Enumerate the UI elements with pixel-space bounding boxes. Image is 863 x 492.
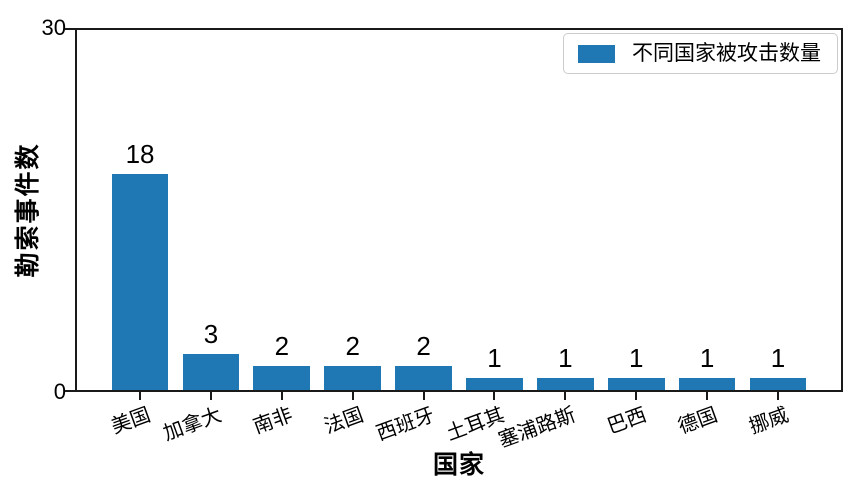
bar-value-label: 1 <box>770 343 786 373</box>
bar-value-label: 18 <box>125 139 155 169</box>
x-tick-mark <box>706 392 709 400</box>
x-axis-title: 国家 <box>432 451 486 479</box>
bar-土耳其 <box>466 378 523 390</box>
x-tick-mark <box>776 392 779 400</box>
bar-value-label: 1 <box>487 343 502 373</box>
x-tick-label: 巴西 <box>604 404 650 439</box>
legend: 不同国家被攻击数量 <box>563 33 838 74</box>
bar-value-label: 3 <box>203 319 219 349</box>
legend-color-swatch <box>578 44 615 63</box>
x-tick-label: 加拿大 <box>160 404 225 446</box>
x-tick-mark <box>209 392 212 400</box>
y-tick-label-max: 30 <box>41 15 66 40</box>
x-tick-mark <box>493 392 496 400</box>
x-tick-label: 德国 <box>675 404 721 439</box>
bar-西班牙 <box>395 366 452 390</box>
bar-塞浦路斯 <box>536 378 594 390</box>
x-tick-mark <box>351 392 354 400</box>
x-tick-mark <box>564 392 567 400</box>
x-tick-mark <box>139 392 142 400</box>
plot-area: 18 3 2 2 2 1 1 1 1 1 <box>65 28 843 400</box>
legend-label: 不同国家被攻击数量 <box>632 42 821 65</box>
bar-value-label: 2 <box>345 331 360 361</box>
bar-value-label: 1 <box>558 343 573 373</box>
bar-value-label: 2 <box>274 331 290 361</box>
bar-value-label: 1 <box>699 343 715 373</box>
y-tick-mark-min <box>65 390 75 392</box>
y-tick-label-min: 0 <box>53 379 66 404</box>
x-tick-label: 塞浦路斯 <box>496 404 579 453</box>
x-tick-label: 法国 <box>321 404 367 439</box>
bar-巴西 <box>607 378 665 390</box>
bar-value-label: 2 <box>416 331 431 361</box>
bar-value-label: 1 <box>628 343 644 373</box>
bar-美国 <box>111 174 169 390</box>
x-tick-label: 西班牙 <box>373 404 438 446</box>
bar-加拿大 <box>182 354 240 390</box>
x-tick-mark <box>280 392 283 400</box>
y-tick-mark-max <box>65 28 75 30</box>
bar-挪威 <box>749 378 807 390</box>
y-axis-title: 勒索事件数 <box>14 142 42 278</box>
x-tick-label: 挪威 <box>746 404 792 439</box>
bar-南非 <box>253 366 311 390</box>
x-tick-label: 美国 <box>108 404 154 439</box>
x-tick-mark <box>422 392 425 400</box>
x-tick-mark <box>635 392 638 400</box>
x-tick-label: 南非 <box>250 404 296 439</box>
bar-法国 <box>324 366 382 390</box>
bar-德国 <box>678 378 736 390</box>
